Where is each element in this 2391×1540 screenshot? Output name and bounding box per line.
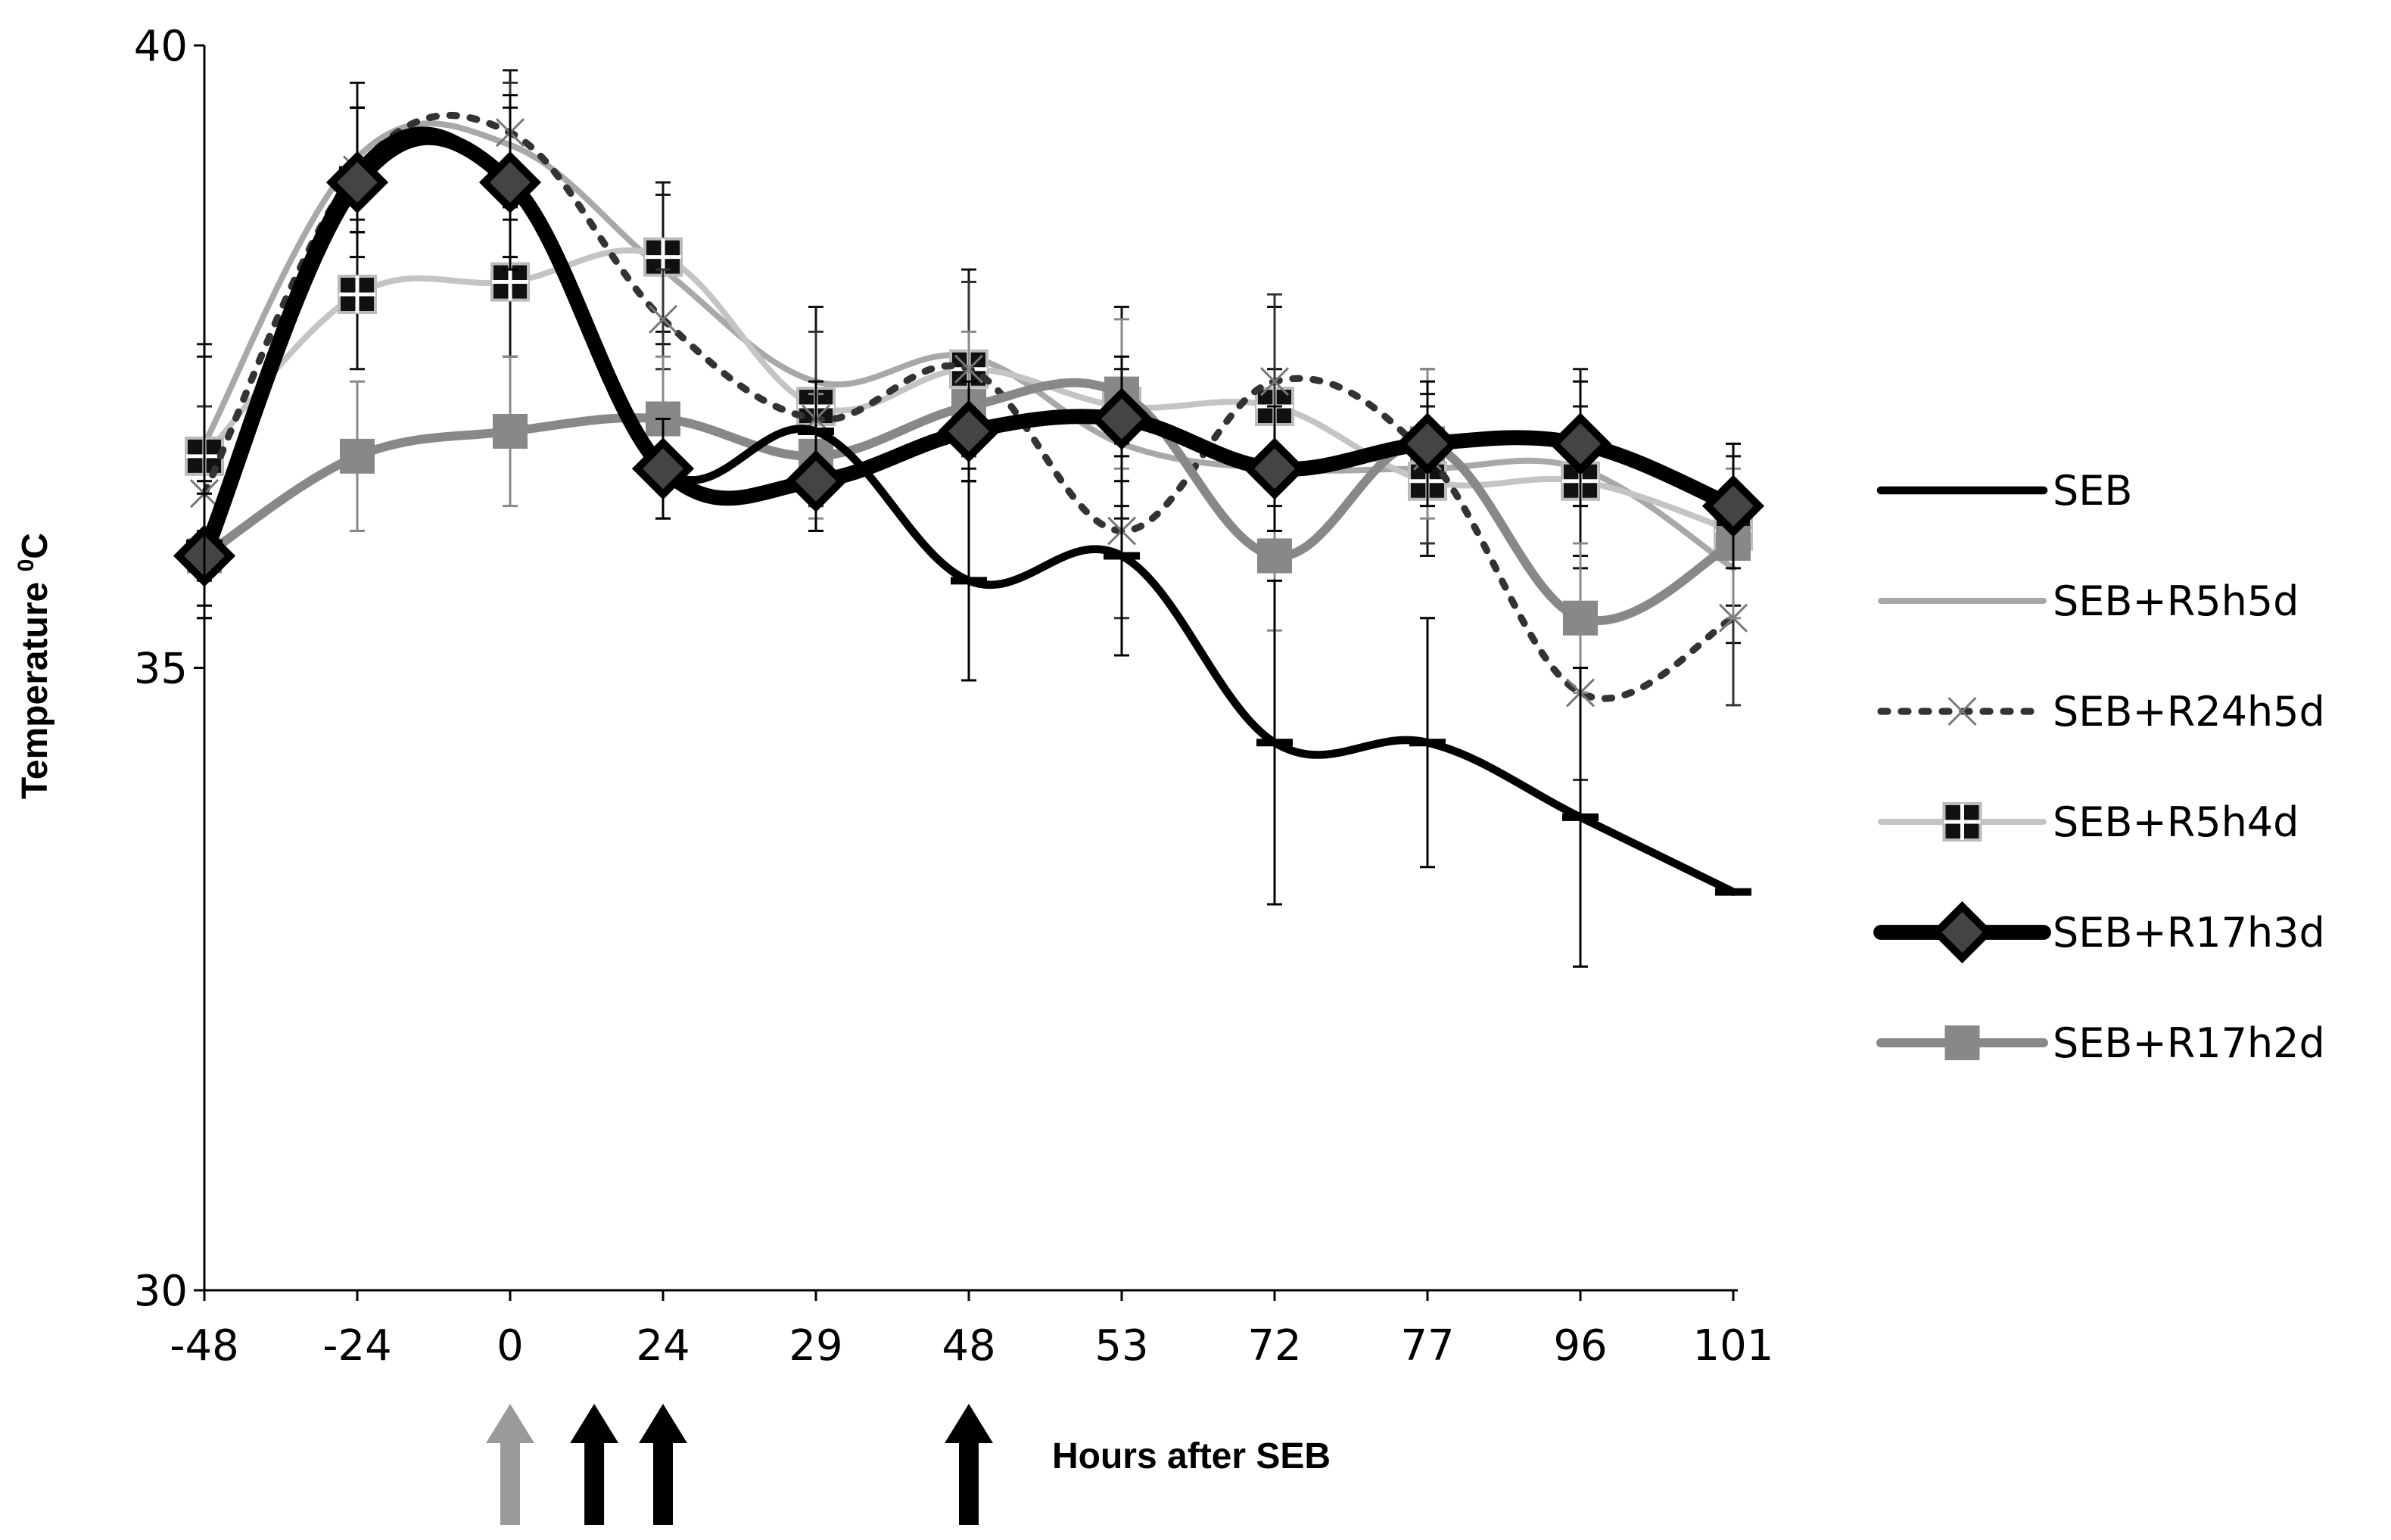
x-tick-label: 53: [1094, 1321, 1148, 1370]
data-point-seb-r24h5d: [1947, 696, 1977, 726]
y-axis-title: Temperature 0C: [14, 533, 55, 799]
x-tick-label: 101: [1693, 1321, 1774, 1370]
data-point-seb-r17h3d: [1931, 901, 1994, 964]
axes-layer: [203, 45, 1738, 1292]
legend: SEB SEB+R5h5d SEB+R24h5d SEB+R5h4d SEB+R17h3…: [1873, 467, 2325, 1067]
legend-label-seb-r24h5d: SEB+R24h5d: [2053, 688, 2325, 736]
y-tick-label: 35: [134, 645, 188, 694]
x-tick-label: 72: [1247, 1321, 1301, 1370]
y-axis-title-sup: 0: [14, 559, 39, 572]
x-tick-label: 29: [789, 1321, 842, 1370]
treatment-arrow: [639, 1404, 687, 1525]
x-tick-label: -48: [170, 1321, 238, 1370]
x-axis-title: Hours after SEB: [1052, 1436, 1331, 1476]
series-seb: [186, 94, 1751, 968]
data-point-seb-r24h5d-stroke-b: [1259, 367, 1290, 397]
y-axis-title-main: Temperature: [15, 571, 55, 799]
legend-item-seb-r5h5d: SEB+R5h5d: [1878, 577, 2299, 625]
series-line-seb-r5h4d: [201, 247, 1736, 534]
x-tick-label: -24: [322, 1321, 391, 1370]
x-tick-label: 24: [636, 1321, 690, 1370]
legend-label-seb-r5h4d: SEB+R5h4d: [2053, 798, 2299, 846]
data-point-seb-r17h3d: [1701, 474, 1765, 537]
data-point-seb-r17h2d: [1257, 538, 1292, 574]
legend-label-seb-r17h3d: SEB+R17h3d: [2053, 909, 2325, 957]
data-point-seb-r17h3d: [784, 450, 848, 512]
data-point-seb-r17h3d: [478, 151, 542, 214]
data-point-seb-r17h2d: [340, 438, 375, 474]
data-point-seb-r17h3d: [631, 437, 695, 500]
data-point-seb-r24h5d-stroke-b: [648, 304, 678, 334]
data-point-seb-r17h2d: [493, 413, 528, 449]
data-point-seb-r24h5d-stroke-b: [1947, 696, 1977, 726]
x-tick-label: 0: [497, 1321, 524, 1370]
legend-item-seb-r5h4d: SEB+R5h4d: [1878, 798, 2299, 846]
x-tick-label: 48: [942, 1321, 995, 1370]
legend-label-seb-r5h5d: SEB+R5h5d: [2053, 577, 2299, 625]
legend-item-seb-r17h3d: SEB+R17h3d: [1873, 901, 2325, 964]
data-point-seb-r5h4d: [1942, 802, 1982, 842]
data-point-seb-r17h3d: [325, 151, 389, 214]
data-point-seb-r17h2d: [1563, 600, 1598, 636]
y-axis-title-unit: C: [15, 533, 55, 559]
arrows-layer: [486, 1404, 993, 1525]
series-line-seb-r17h2d: [200, 378, 1738, 626]
data-point-seb-r24h5d: [648, 304, 678, 334]
data-point-seb-r5h4d: [338, 275, 377, 314]
y-tick-label: 30: [134, 1267, 188, 1316]
data-point-seb-r17h3d: [1549, 412, 1612, 475]
data-point-seb-r24h5d: [1259, 367, 1290, 397]
y-tick-label: 40: [134, 22, 188, 71]
series-layer: [173, 69, 1765, 968]
treatment-arrow: [486, 1404, 534, 1525]
legend-item-seb: SEB: [1876, 467, 2132, 515]
series-seb-r17h3d: [173, 106, 1765, 620]
data-point-seb-r17h2d: [1944, 1025, 1980, 1060]
treatment-arrow: [570, 1404, 619, 1525]
ticks-layer: 30 35 40 -48 -24 0 24 29 48 53 72 77 96 101: [134, 22, 1774, 1370]
legend-item-seb-r24h5d: SEB+R24h5d: [1877, 688, 2325, 736]
data-point-seb-r17h3d: [1243, 437, 1306, 500]
x-tick-label: 77: [1400, 1321, 1454, 1370]
legend-label-seb-r17h2d: SEB+R17h2d: [2053, 1019, 2325, 1067]
data-point-seb-r17h3d: [937, 400, 1001, 463]
data-point-seb-r17h3d: [1396, 412, 1459, 475]
legend-label-seb: SEB: [2053, 467, 2132, 515]
x-tick-label: 96: [1553, 1321, 1607, 1370]
data-point-seb-r17h3d: [1090, 387, 1153, 450]
treatment-arrow: [945, 1404, 993, 1525]
legend-item-seb-r17h2d: SEB+R17h2d: [1876, 1019, 2325, 1067]
